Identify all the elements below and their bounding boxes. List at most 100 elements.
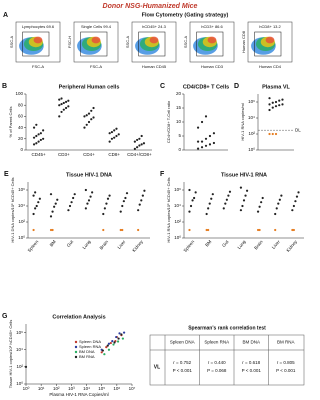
data-point [210, 197, 213, 200]
data-point [73, 193, 76, 196]
legend-swatch [74, 340, 78, 344]
data-point [119, 210, 122, 213]
x-tick-label: CD4+ [83, 152, 95, 157]
chart-title: Correlation Analysis [52, 314, 105, 320]
data-point [278, 198, 281, 201]
data-point [188, 210, 191, 213]
data-point [136, 146, 139, 149]
x-tick-label: 10⁷ [129, 386, 136, 391]
data-point [115, 127, 118, 130]
y-tick-label: 10⁴ [16, 347, 23, 352]
flow-density [265, 36, 275, 44]
data-point [274, 105, 278, 108]
x-axis-label: Plasma HIV-1 RNA Copies/ml [49, 392, 108, 397]
y-tick-label: 60 [18, 114, 24, 119]
data-point [107, 342, 111, 345]
data-point [35, 204, 38, 208]
data-point [200, 146, 204, 149]
data-point [117, 133, 120, 136]
data-point [212, 132, 216, 135]
gate-label: hCD45+ 24.3 [142, 24, 166, 29]
data-point [54, 202, 57, 205]
data-point [268, 97, 271, 100]
data-point [37, 133, 40, 136]
data-point [92, 106, 95, 110]
data-point [120, 333, 123, 336]
table-cell: P < 0.001 [276, 368, 296, 373]
data-point [212, 141, 216, 145]
data-point [49, 193, 53, 196]
panel-label: C [160, 83, 165, 90]
chart-title: Peripheral Human cells [59, 84, 120, 90]
data-point [39, 138, 42, 142]
data-point [242, 199, 246, 202]
gate-label: Lymphocytes 69.6 [22, 24, 55, 29]
data-point [191, 199, 194, 202]
x-tick-label: Liver [271, 239, 281, 250]
data-point [32, 136, 36, 139]
y-tick-label: 0 [178, 147, 181, 152]
gate-label: hCD3+ 86.6 [201, 24, 223, 29]
undetected-point [102, 228, 105, 232]
y-tick-label: 40 [18, 125, 24, 130]
data-point [274, 100, 278, 104]
data-point [67, 105, 70, 108]
undetected-point [188, 228, 191, 232]
y-tick-label: 10⁰ [174, 235, 181, 240]
flow-x-label: Human CD3 [201, 64, 224, 69]
data-point [256, 210, 260, 213]
gate [138, 31, 166, 57]
chart-title: CD4/CD8+ T Cells [183, 84, 229, 90]
data-point [108, 132, 111, 135]
undetected-point [32, 228, 35, 232]
panel-title: Flow Cytometry (Gating strategy) [142, 12, 229, 18]
undetected-point [292, 228, 295, 232]
y-tick-label: 10⁴ [18, 203, 25, 208]
x-tick-label: Brain [99, 239, 110, 251]
data-point [32, 212, 35, 216]
data-point [103, 353, 106, 356]
data-point [39, 132, 42, 135]
data-point [92, 116, 95, 119]
data-point [138, 137, 141, 140]
data-point [138, 203, 141, 206]
column-header: BM RNA [277, 340, 295, 345]
flow-x-label: FSC-A [90, 64, 102, 69]
data-point [292, 204, 295, 208]
data-point [32, 126, 36, 129]
data-point [113, 136, 116, 139]
data-point [297, 191, 300, 194]
data-point [91, 191, 94, 194]
legend-swatch [74, 355, 78, 359]
data-point [87, 199, 91, 202]
data-point [277, 202, 280, 205]
data-point [196, 126, 200, 129]
flow-density [91, 36, 101, 44]
data-point [62, 108, 65, 111]
data-point [140, 134, 143, 138]
data-point [60, 97, 63, 100]
data-point [245, 189, 249, 192]
data-point [58, 104, 61, 107]
undetected-point [51, 228, 54, 232]
undetected-point [291, 228, 294, 232]
x-tick-label: CD8+ [108, 152, 120, 157]
data-point [261, 196, 264, 200]
data-point [62, 101, 65, 105]
gate [22, 31, 50, 57]
data-point [103, 207, 106, 210]
gate [196, 31, 224, 57]
data-point [225, 198, 228, 201]
data-point [133, 147, 136, 150]
background [0, 0, 307, 400]
data-point [115, 335, 118, 339]
legend-label: Spleen RNA [79, 344, 101, 349]
y-axis-label: Tissue HIV-1 copies/10⁶ hCD45+ Cells [8, 320, 13, 389]
data-point [24, 365, 28, 368]
x-tick-label: CD4+/CD8+ [127, 152, 152, 157]
data-point [106, 344, 109, 347]
x-tick-label: 10² [53, 386, 60, 391]
y-tick-label: 10² [18, 219, 25, 224]
chart-title: Plasma VL [262, 84, 290, 90]
data-point [271, 101, 274, 104]
